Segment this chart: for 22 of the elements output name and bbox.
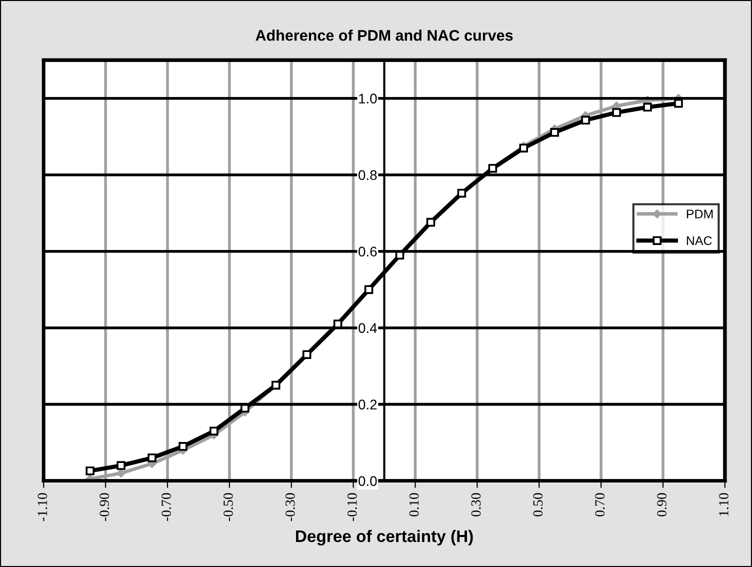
x-tick-label: 1.10 xyxy=(719,493,728,516)
legend-label: NAC xyxy=(686,236,712,246)
x-axis-title: Degree of certainty (H) xyxy=(296,530,473,546)
x-tick-label: -0.30 xyxy=(285,493,295,522)
x-tick-label: -0.10 xyxy=(347,493,357,522)
x-tick-label: 0.70 xyxy=(595,493,605,516)
y-tick-label: 1.0 xyxy=(359,94,377,104)
legend-label: PDM xyxy=(686,210,713,218)
y-tick-label: 0.0 xyxy=(358,476,377,486)
x-tick-label: 0.10 xyxy=(409,493,419,516)
y-tick-label: 0.6 xyxy=(358,246,377,257)
y-tick-label: 0.2 xyxy=(358,400,377,410)
x-tick-label: 0.30 xyxy=(471,493,481,516)
y-tick-label: 0.8 xyxy=(358,170,377,180)
chart-title: Adherence of PDM and NAC curves xyxy=(256,30,513,41)
x-tick-label: 0.50 xyxy=(533,493,543,516)
y-tick-label: 0.4 xyxy=(358,323,377,333)
x-tick-label: -0.90 xyxy=(100,493,110,522)
x-tick-label: -0.70 xyxy=(162,493,172,522)
x-tick-label: -1.10 xyxy=(38,493,48,522)
x-tick-label: -0.50 xyxy=(224,493,233,522)
x-tick-label: 0.90 xyxy=(657,493,667,516)
